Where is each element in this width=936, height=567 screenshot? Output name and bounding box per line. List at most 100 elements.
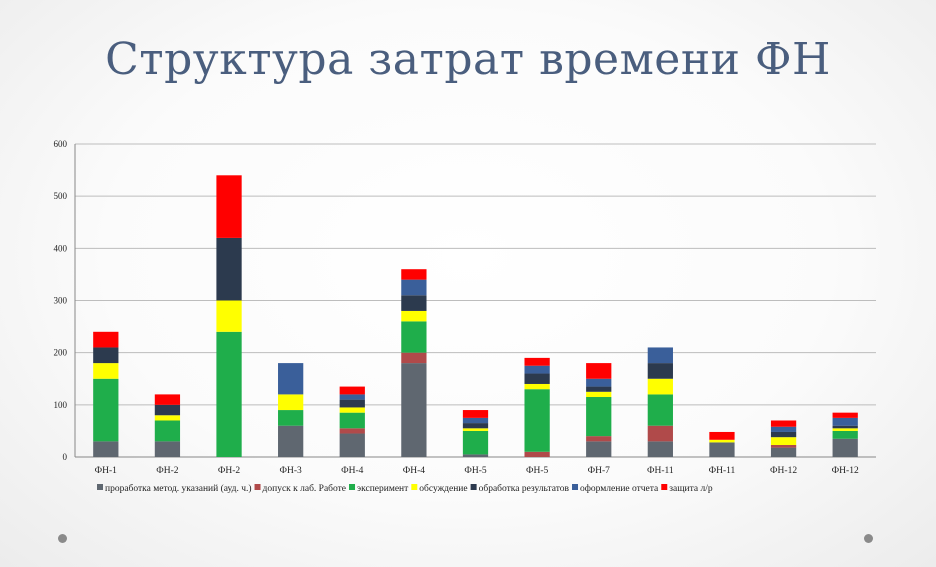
bar-segment <box>401 295 427 311</box>
bar-segment <box>462 428 489 431</box>
x-category-label: ФН-4 <box>403 466 426 476</box>
x-category-label: ФН-11 <box>709 466 736 476</box>
bar-segment <box>154 404 181 416</box>
bar-segment <box>770 426 797 432</box>
bar-segment <box>339 394 365 400</box>
bar-segment <box>647 347 673 364</box>
legend-label: проработка метод. указаний (ауд. ч.) <box>105 483 252 494</box>
bar-segment <box>401 321 427 353</box>
bar-segment <box>278 394 304 411</box>
bar-segment <box>462 430 489 455</box>
bar-segment <box>216 237 242 301</box>
bar-segment <box>462 410 489 418</box>
bar-segment <box>154 420 181 442</box>
legend-label: допуск к лаб. Работе <box>263 483 346 494</box>
bar-segment <box>93 331 119 348</box>
bar-segment <box>586 436 612 442</box>
x-category-label: ФН-12 <box>832 466 859 476</box>
bar-segment <box>216 175 242 238</box>
bar-segment <box>647 378 673 395</box>
bar-segment <box>770 431 797 438</box>
legend: проработка метод. указаний (ауд. ч.) допу… <box>97 483 713 494</box>
slide-decor-dot-right <box>864 534 873 543</box>
bar-segment <box>278 363 304 395</box>
bar-segment <box>462 417 489 424</box>
bar-segment <box>586 363 612 379</box>
bar-segment <box>647 394 673 426</box>
bar-segment <box>462 423 489 429</box>
legend-swatch <box>349 484 356 490</box>
x-category-label: ФН-2 <box>156 466 179 476</box>
bar-segment <box>647 425 673 442</box>
bar-segment <box>709 431 735 440</box>
bar-segment <box>586 397 612 437</box>
y-tick-label: 200 <box>54 348 68 358</box>
bar-segment <box>770 420 797 427</box>
bar-segment <box>401 363 427 457</box>
bar-segment <box>216 300 242 332</box>
bar-segment <box>339 386 365 395</box>
legend-label: обсуждение <box>419 483 467 494</box>
bar-segment <box>401 279 427 296</box>
bar-segment <box>770 437 797 446</box>
bar-segment <box>401 269 427 280</box>
bar-segment <box>832 425 858 429</box>
bar-stacks <box>93 175 858 457</box>
bar-segment <box>154 415 181 421</box>
y-tick-label: 500 <box>54 191 68 201</box>
legend-swatch <box>572 484 579 490</box>
x-category-label: ФН-5 <box>464 466 487 476</box>
y-tick-label: 600 <box>54 139 68 149</box>
legend-swatch <box>254 484 261 490</box>
bar-segment <box>586 378 612 387</box>
bar-segment <box>462 454 489 457</box>
x-axis-categories: ФН-1 ФН-2 ФН-2 ФН-3 ФН-4 ФН-4 ФН-5 ФН-5 ФН-7 ФН-1… <box>95 466 859 476</box>
bar-segment <box>832 430 858 439</box>
bar-segment <box>647 441 673 457</box>
bar-segment <box>770 445 797 448</box>
bar-segment <box>278 410 304 426</box>
bar-segment <box>586 391 612 398</box>
bar-segment <box>401 310 427 322</box>
bar-segment <box>339 428 365 434</box>
bar-segment <box>524 373 550 384</box>
bar-segment <box>524 389 550 452</box>
x-category-label: ФН-3 <box>280 466 303 476</box>
bar-segment <box>93 363 119 379</box>
bar-segment <box>154 441 181 457</box>
bar-segment <box>93 441 119 457</box>
y-tick-label: 400 <box>54 243 68 253</box>
y-axis-ticks: 0 100 200 300 400 500 600 <box>54 139 68 462</box>
legend-swatch <box>470 484 477 490</box>
x-category-label: ФН-5 <box>526 466 549 476</box>
x-category-label: ФН-2 <box>218 466 241 476</box>
legend-label: эксперимент <box>357 484 409 494</box>
bar-segment <box>216 331 242 457</box>
grid-lines <box>74 143 876 458</box>
x-category-label: ФН-1 <box>95 466 118 476</box>
x-category-label: ФН-12 <box>770 466 797 476</box>
bar-segment <box>709 439 735 443</box>
y-tick-label: 100 <box>54 400 68 410</box>
bar-segment <box>832 417 858 426</box>
x-category-label: ФН-4 <box>341 466 364 476</box>
bar-segment <box>93 347 119 364</box>
slide-decor-dot-left <box>58 534 67 543</box>
legend-label: оформление отчета <box>580 483 659 494</box>
bar-segment <box>524 383 550 390</box>
legend-swatch <box>97 484 103 490</box>
y-tick-label: 0 <box>63 452 68 462</box>
legend-swatch <box>411 484 418 490</box>
bar-segment <box>524 451 550 457</box>
bar-segment <box>339 407 365 413</box>
bar-segment <box>832 428 858 431</box>
bar-segment <box>401 352 427 364</box>
x-category-label: ФН-7 <box>588 466 611 476</box>
bar-segment <box>770 447 797 457</box>
bar-segment <box>709 442 735 457</box>
bar-segment <box>586 441 612 457</box>
bar-segment <box>524 357 550 366</box>
bar-segment <box>647 363 673 379</box>
legend-label: защита л/р <box>669 484 713 494</box>
bar-segment <box>832 438 858 457</box>
